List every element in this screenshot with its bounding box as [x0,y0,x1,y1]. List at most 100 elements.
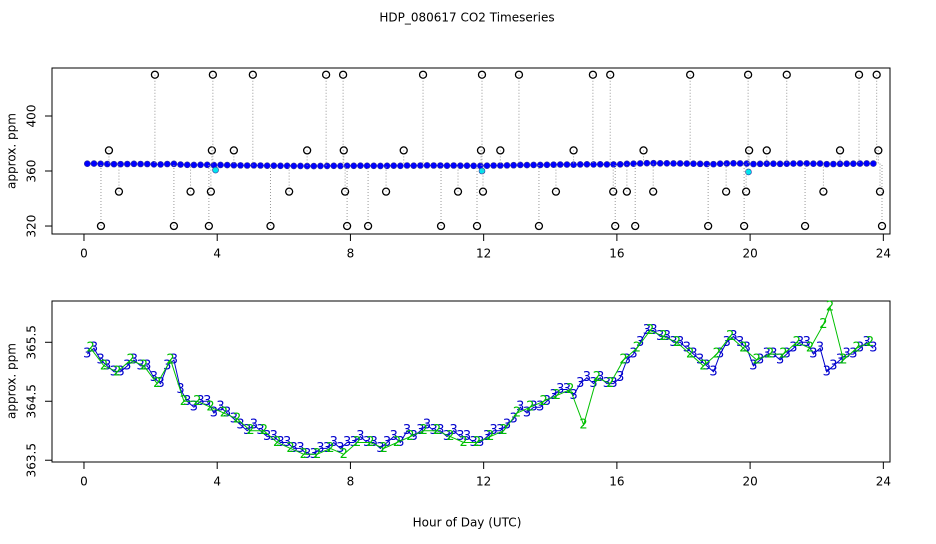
point [551,187,561,196]
point [723,160,731,167]
point-marker: 3 [576,376,584,391]
point [84,160,91,168]
point-marker: 2 [593,370,601,385]
point-marker: 3 [776,352,784,367]
point [730,160,737,167]
point [418,70,428,79]
point [570,161,577,168]
point [796,160,804,167]
point-marker: 3 [743,341,751,356]
point-marker: 2 [233,411,241,426]
point-marker: 3 [523,406,531,421]
point [437,162,444,169]
point [478,167,486,175]
point [588,70,598,79]
y-tick-label: 320 [25,215,39,238]
point [854,70,864,79]
point-marker: 3 [709,364,717,379]
point [476,146,486,155]
point [830,160,837,168]
point-marker: 2 [826,299,834,314]
point-marker: 2 [806,341,814,356]
point-marker: 3 [403,423,411,438]
point-marker: 3 [83,347,91,362]
point [721,187,731,196]
point-marker: 3 [483,429,491,444]
point-marker: 3 [476,435,484,450]
point [443,162,451,169]
point-marker: 3 [136,358,144,373]
point-marker: 3 [116,364,124,379]
point [337,162,344,170]
point [130,160,138,168]
point-marker: 3 [170,352,178,367]
point [104,146,114,155]
point [663,160,671,167]
point-marker: 2 [220,406,228,421]
point-marker: 2 [406,429,414,444]
point [803,160,811,167]
point [643,159,651,167]
x-tick-label: 12 [476,475,491,489]
point [616,160,624,168]
point [450,162,457,169]
point [390,162,398,169]
point-marker: 3 [569,388,577,403]
point-marker: 3 [656,329,664,344]
point-marker: 3 [356,429,364,444]
point-marker: 2 [513,406,521,421]
point-marker: 2 [553,388,561,403]
point [819,187,828,196]
point-marker: 3 [230,411,238,426]
x-tick-label: 12 [476,247,491,261]
point [340,187,350,196]
point-marker: 3 [330,435,338,450]
point [762,146,771,155]
point [743,70,753,79]
point-marker: 3 [396,435,404,450]
point-marker: 2 [633,341,641,356]
point [716,160,724,168]
point [563,161,571,168]
point-marker: 3 [496,423,504,438]
point [836,160,844,168]
point [212,166,219,174]
point [650,159,657,167]
point [609,187,618,196]
point-marker: 3 [823,364,831,379]
y-tick-label: 365.5 [25,325,39,359]
point-marker: 2 [113,364,121,379]
point [248,70,257,79]
point-marker: 3 [350,435,358,450]
point [686,70,695,79]
point-marker: 2 [460,435,468,450]
point [750,160,757,168]
point [703,160,711,168]
x-tick-label: 24 [876,475,891,489]
point [639,146,648,155]
y-axis-label: approx. ppm [5,343,19,419]
point [631,221,640,231]
point-marker: 3 [190,400,198,415]
y-tick-label: 364.5 [25,384,39,418]
x-tick-label: 4 [213,475,221,489]
point [590,161,597,168]
point-marker: 3 [703,358,711,373]
point [856,160,864,167]
point-marker: 3 [223,406,231,421]
point [877,221,887,231]
point-marker: 2 [673,335,681,350]
point-marker: 3 [216,400,224,415]
point-marker: 2 [753,352,761,367]
point-marker: 3 [723,335,731,350]
point [649,187,658,196]
point [237,162,244,169]
point-marker: 3 [503,417,511,432]
point [338,70,348,79]
point-marker: 3 [543,394,551,409]
point-marker: 3 [716,347,724,362]
point [417,162,424,169]
point [223,161,231,169]
point-marker: 3 [456,429,464,444]
point-marker: 2 [819,317,827,332]
